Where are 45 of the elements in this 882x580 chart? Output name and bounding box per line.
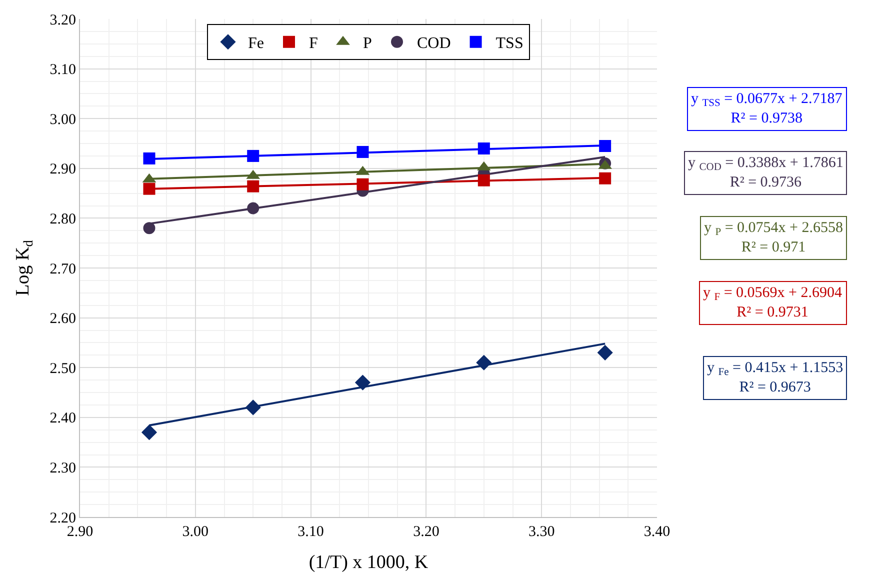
y-tick-label: 2.30 bbox=[50, 460, 76, 476]
legend-label: COD bbox=[417, 35, 451, 52]
legend-label: F bbox=[309, 35, 318, 52]
y-tick-label: 3.00 bbox=[50, 112, 76, 128]
y-tick-label: 2.20 bbox=[50, 510, 76, 526]
point bbox=[599, 140, 612, 152]
x-tick-label: 3.40 bbox=[644, 524, 670, 540]
point bbox=[245, 400, 261, 416]
text: y $_{P}$ = 0.0754x + 2.6558 R² = 0.971 bbox=[704, 220, 844, 256]
point bbox=[476, 354, 492, 370]
point bbox=[597, 344, 613, 360]
point bbox=[354, 374, 371, 390]
point bbox=[141, 424, 158, 440]
point bbox=[143, 222, 156, 234]
point bbox=[143, 182, 156, 195]
y-tick-label: 3.10 bbox=[50, 62, 76, 78]
legend-label: TSS bbox=[496, 35, 524, 52]
point bbox=[247, 180, 260, 192]
point bbox=[599, 172, 612, 184]
x-axis-title: (1/T) x 1000, K bbox=[308, 552, 428, 573]
x-tick-label: 3.20 bbox=[413, 524, 440, 540]
text: y $_{COD}$ = 0.3388x + 1.7861 R² = 0.9736 bbox=[688, 155, 844, 190]
y-tick-label: 3.20 bbox=[50, 12, 76, 28]
point bbox=[356, 178, 369, 190]
text: y $_{F}$ = 0.0569x + 2.6904 R² = 0.9731 bbox=[703, 285, 843, 320]
y-tick-label: 2.50 bbox=[50, 360, 76, 377]
text: y $_{TSS}$ = 0.0677x + 2.7187 R² = 0.9738 bbox=[691, 91, 843, 126]
point bbox=[143, 152, 156, 164]
y-tick-label: 2.60 bbox=[50, 311, 76, 328]
legend-label: P bbox=[363, 35, 372, 52]
x-tick-label: 3.30 bbox=[528, 524, 555, 540]
point bbox=[247, 202, 260, 214]
y-tick-label: 2.80 bbox=[50, 211, 76, 228]
x-tick-label: 2.90 bbox=[66, 524, 94, 540]
x-tick-label: 3.00 bbox=[182, 524, 209, 540]
point bbox=[247, 150, 260, 162]
legend-label: Fe bbox=[248, 35, 264, 52]
y-tick-label: 2.40 bbox=[50, 410, 76, 427]
point bbox=[356, 146, 369, 158]
text: y $_{Fe}$ = 0.415x + 1.1553 R² = 0.9673 bbox=[707, 360, 844, 396]
y-tick-label: 2.70 bbox=[50, 261, 76, 278]
point bbox=[478, 142, 490, 154]
y-tick-label: 2.90 bbox=[50, 162, 76, 178]
point bbox=[478, 174, 490, 186]
x-tick-label: 3.10 bbox=[298, 524, 324, 540]
